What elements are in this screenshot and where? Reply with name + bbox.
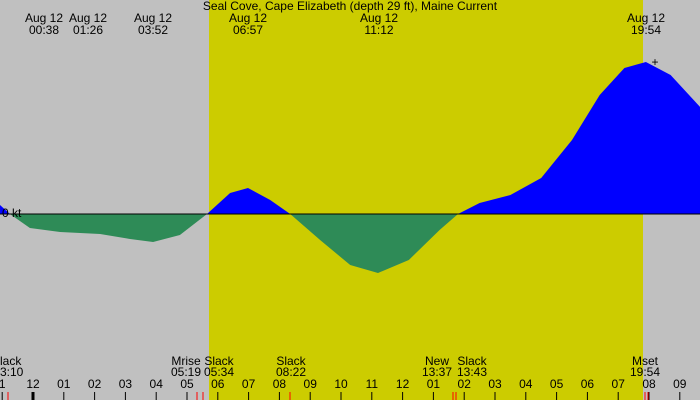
x-tick-label: 03 <box>488 377 502 391</box>
event-label: 05:19 <box>171 365 201 379</box>
top-label: Aug 12 <box>69 11 107 25</box>
top-label: Aug 12 <box>25 11 63 25</box>
top-label: Aug 12 <box>229 11 267 25</box>
x-tick-label: 06 <box>211 377 225 391</box>
x-tick-label: 04 <box>150 377 164 391</box>
event-label: 05:34 <box>204 365 234 379</box>
x-tick-label: 09 <box>673 377 687 391</box>
x-tick-label: 12 <box>396 377 410 391</box>
x-tick-label: 08 <box>273 377 287 391</box>
event-label: New <box>425 354 449 368</box>
event-label: 19:54 <box>630 365 660 379</box>
event-label: lack <box>0 354 22 368</box>
x-tick-label: 05 <box>180 377 194 391</box>
x-tick-label: 06 <box>581 377 595 391</box>
top-label: 11:12 <box>364 23 393 37</box>
x-tick-label: 08 <box>642 377 656 391</box>
top-label: Aug 12 <box>134 11 172 25</box>
x-tick-label: 02 <box>88 377 102 391</box>
x-tick-label: 07 <box>612 377 626 391</box>
top-label: 06:57 <box>233 23 263 37</box>
x-tick-label: 11 <box>366 377 379 391</box>
event-label: Mrise <box>171 354 201 368</box>
x-tick-label: 01 <box>427 377 441 391</box>
top-label: Aug 12 <box>627 11 665 25</box>
y-tick-label: 0 kt <box>2 206 22 220</box>
event-label: 3:10 <box>0 365 24 379</box>
event-label: Mset <box>632 354 659 368</box>
event-label: 13:43 <box>457 365 487 379</box>
event-label: 13:37 <box>422 365 452 379</box>
top-label: 03:52 <box>138 23 168 37</box>
x-tick-label: 1 <box>0 377 6 391</box>
event-label: Slack <box>276 354 306 368</box>
event-label: 08:22 <box>276 365 306 379</box>
ebb-area <box>0 214 700 273</box>
x-tick-label: 10 <box>334 377 348 391</box>
flood-area <box>0 62 700 214</box>
top-label: 01:26 <box>73 23 103 37</box>
x-tick-label: 09 <box>304 377 318 391</box>
x-tick-label: 03 <box>119 377 133 391</box>
x-tick-label: 12 <box>26 377 40 391</box>
top-label: 19:54 <box>631 23 661 37</box>
x-tick-label: 05 <box>550 377 564 391</box>
peak-marker: + <box>651 55 658 69</box>
x-tick-label: 07 <box>242 377 256 391</box>
top-label: 00:38 <box>29 23 59 37</box>
chart-title: Seal Cove, Cape Elizabeth (depth 29 ft),… <box>203 0 498 13</box>
event-label: Slack <box>457 354 487 368</box>
event-label: Slack <box>204 354 234 368</box>
x-tick-label: 04 <box>519 377 533 391</box>
x-tick-label: 02 <box>458 377 472 391</box>
x-tick-label: 01 <box>57 377 71 391</box>
top-label: Aug 12 <box>360 11 398 25</box>
